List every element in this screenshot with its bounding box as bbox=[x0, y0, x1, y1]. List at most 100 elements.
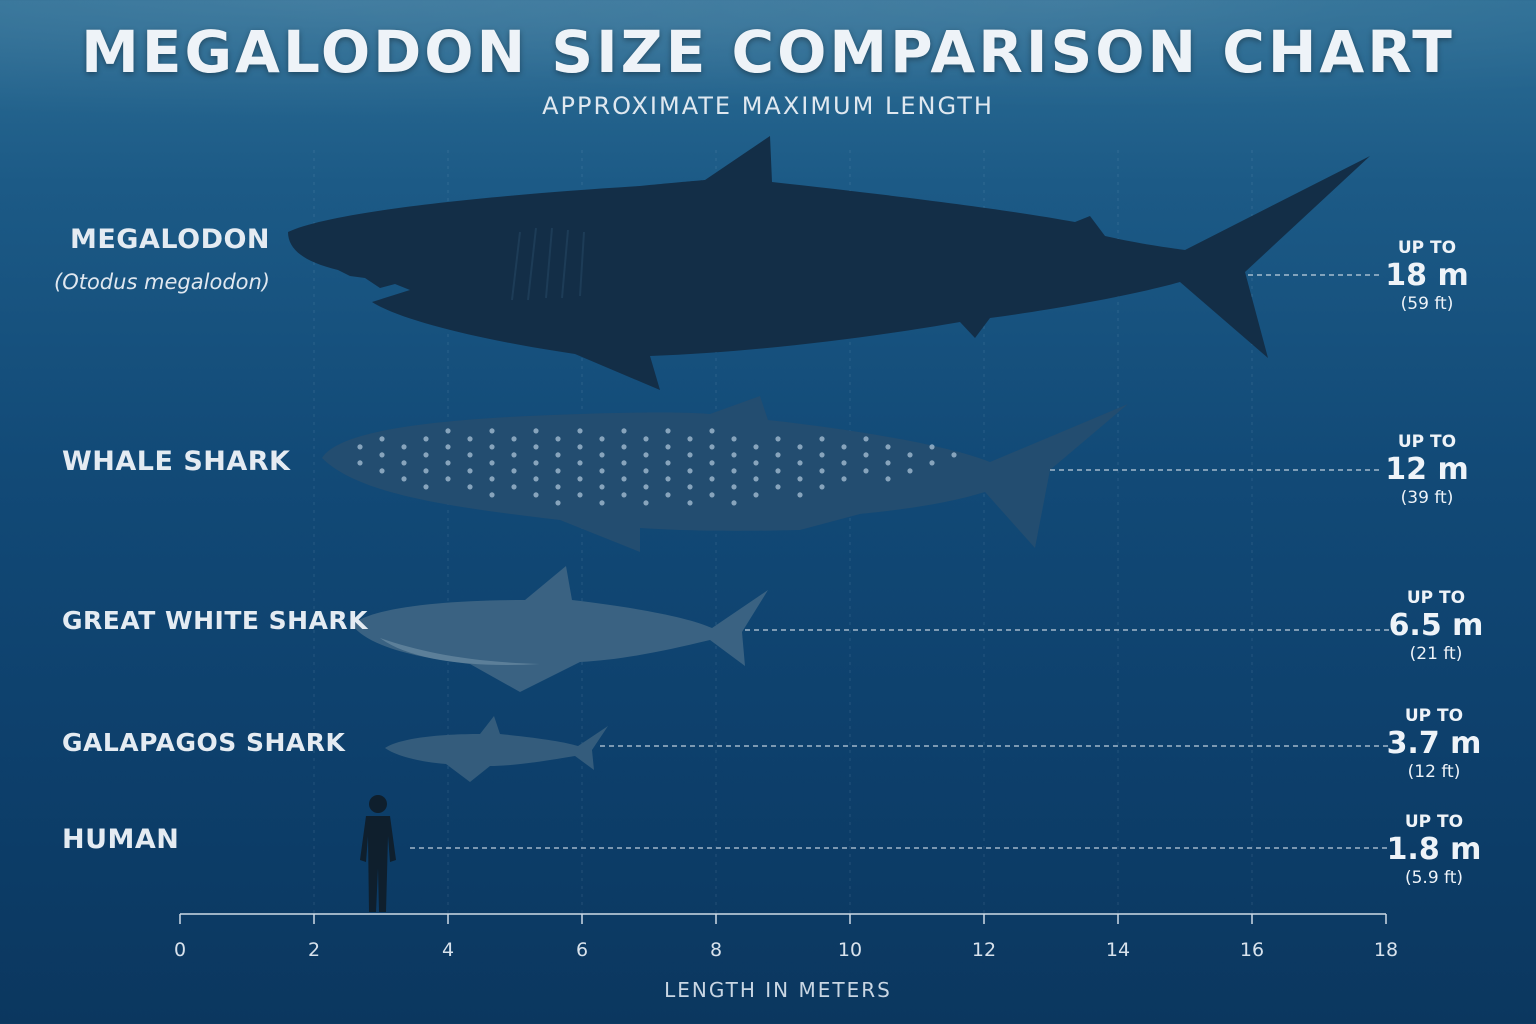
value-meters: 18 m bbox=[1385, 258, 1469, 293]
whale-shark-spot bbox=[423, 484, 429, 490]
whale-shark-spot bbox=[533, 492, 539, 498]
whale-shark-spot bbox=[863, 452, 869, 458]
whale-shark-spot bbox=[775, 452, 781, 458]
value-label-human: UP TO 1.8 m (5.9 ft) bbox=[1374, 812, 1494, 888]
whale-shark-spot bbox=[533, 476, 539, 482]
whale-shark-spot bbox=[489, 444, 495, 450]
whale-shark-spot bbox=[797, 492, 803, 498]
x-tick-label: 0 bbox=[174, 939, 186, 961]
whale-shark-spot bbox=[379, 436, 385, 442]
whale-shark-spot bbox=[379, 468, 385, 474]
whale-shark-silhouette bbox=[322, 396, 1128, 552]
whale-shark-spot bbox=[467, 484, 473, 490]
value-prefix: UP TO bbox=[1397, 432, 1457, 452]
human-silhouette bbox=[360, 795, 396, 912]
whale-shark-spot bbox=[533, 460, 539, 466]
value-label-whale-shark: UP TO 12 m (39 ft) bbox=[1367, 432, 1487, 508]
x-tick-label: 4 bbox=[442, 939, 454, 961]
whale-shark-spot bbox=[555, 452, 561, 458]
x-tick-label: 14 bbox=[1106, 939, 1130, 961]
whale-shark-spot bbox=[621, 492, 627, 498]
whale-shark-spot bbox=[489, 428, 495, 434]
whale-shark-spot bbox=[731, 484, 737, 490]
whale-shark-spot bbox=[709, 428, 715, 434]
whale-shark-spot bbox=[577, 460, 583, 466]
x-tick-label: 16 bbox=[1240, 939, 1264, 961]
value-label-megalodon: UP TO 18 m (59 ft) bbox=[1367, 238, 1487, 314]
whale-shark-spot bbox=[731, 452, 737, 458]
whale-shark-spot bbox=[885, 444, 891, 450]
whale-shark-spot bbox=[929, 444, 935, 450]
value-prefix: UP TO bbox=[1397, 238, 1457, 258]
whale-shark-spot bbox=[555, 468, 561, 474]
whale-shark-spot bbox=[643, 452, 649, 458]
whale-shark-spot bbox=[907, 452, 913, 458]
whale-shark-spot bbox=[533, 444, 539, 450]
whale-shark-spot bbox=[643, 484, 649, 490]
species-label-megalodon: MEGALODON bbox=[70, 224, 271, 255]
whale-shark-spot bbox=[841, 476, 847, 482]
whale-shark-spot bbox=[687, 484, 693, 490]
value-label-great-white: UP TO 6.5 m (21 ft) bbox=[1376, 588, 1496, 664]
chart-subtitle: APPROXIMATE MAXIMUM LENGTH bbox=[542, 92, 994, 120]
whale-shark-spot bbox=[819, 436, 825, 442]
whale-shark-spot bbox=[599, 468, 605, 474]
whale-shark-spot bbox=[379, 452, 385, 458]
whale-shark-spot bbox=[709, 460, 715, 466]
whale-shark-spot bbox=[357, 460, 363, 466]
value-meters: 3.7 m bbox=[1386, 726, 1482, 761]
whale-shark-spot bbox=[775, 468, 781, 474]
whale-shark-spot bbox=[687, 500, 693, 506]
value-guide-lines bbox=[410, 274, 1390, 849]
whale-shark-spot bbox=[445, 476, 451, 482]
whale-shark-spot bbox=[709, 476, 715, 482]
whale-shark-spot bbox=[577, 476, 583, 482]
whale-shark-spot bbox=[621, 444, 627, 450]
whale-shark-spot bbox=[665, 492, 671, 498]
value-feet: (12 ft) bbox=[1407, 762, 1461, 782]
x-tick-label: 18 bbox=[1374, 939, 1398, 961]
species-label-galapagos: GALAPAGOS SHARK bbox=[62, 728, 346, 757]
whale-shark-spot bbox=[775, 484, 781, 490]
whale-shark-spot bbox=[863, 436, 869, 442]
value-meters: 1.8 m bbox=[1386, 832, 1482, 867]
whale-shark-spot bbox=[445, 460, 451, 466]
whale-shark-spot bbox=[423, 436, 429, 442]
whale-shark-spot bbox=[467, 452, 473, 458]
whale-shark-spot bbox=[709, 444, 715, 450]
whale-shark-spots bbox=[357, 428, 957, 506]
whale-shark-spot bbox=[709, 492, 715, 498]
whale-shark-spot bbox=[555, 484, 561, 490]
whale-shark-spot bbox=[753, 460, 759, 466]
whale-shark-spot bbox=[863, 468, 869, 474]
whale-shark-spot bbox=[687, 452, 693, 458]
whale-shark-spot bbox=[533, 428, 539, 434]
whale-shark-spot bbox=[819, 468, 825, 474]
whale-shark-spot bbox=[511, 484, 517, 490]
whale-shark-spot bbox=[511, 468, 517, 474]
whale-shark-spot bbox=[555, 436, 561, 442]
value-label-galapagos: UP TO 3.7 m (12 ft) bbox=[1374, 706, 1494, 782]
x-axis: 0 2 4 6 8 10 12 14 16 18 bbox=[174, 913, 1398, 961]
whale-shark-spot bbox=[489, 492, 495, 498]
whale-shark-spot bbox=[401, 460, 407, 466]
whale-shark-spot bbox=[423, 468, 429, 474]
whale-shark-spot bbox=[687, 468, 693, 474]
whale-shark-spot bbox=[511, 436, 517, 442]
whale-shark-spot bbox=[929, 460, 935, 466]
value-meters: 12 m bbox=[1385, 452, 1469, 487]
x-tick-label: 10 bbox=[838, 939, 862, 961]
species-label-whale-shark: WHALE SHARK bbox=[62, 446, 291, 477]
whale-shark-spot bbox=[753, 476, 759, 482]
whale-shark-spot bbox=[489, 460, 495, 466]
value-prefix: UP TO bbox=[1404, 812, 1464, 832]
value-prefix: UP TO bbox=[1404, 706, 1464, 726]
value-prefix: UP TO bbox=[1406, 588, 1466, 608]
whale-shark-spot bbox=[489, 476, 495, 482]
whale-shark-spot bbox=[907, 468, 913, 474]
whale-shark-spot bbox=[621, 476, 627, 482]
value-feet: (39 ft) bbox=[1400, 488, 1454, 508]
x-tick-label: 8 bbox=[710, 939, 722, 961]
whale-shark-spot bbox=[753, 492, 759, 498]
